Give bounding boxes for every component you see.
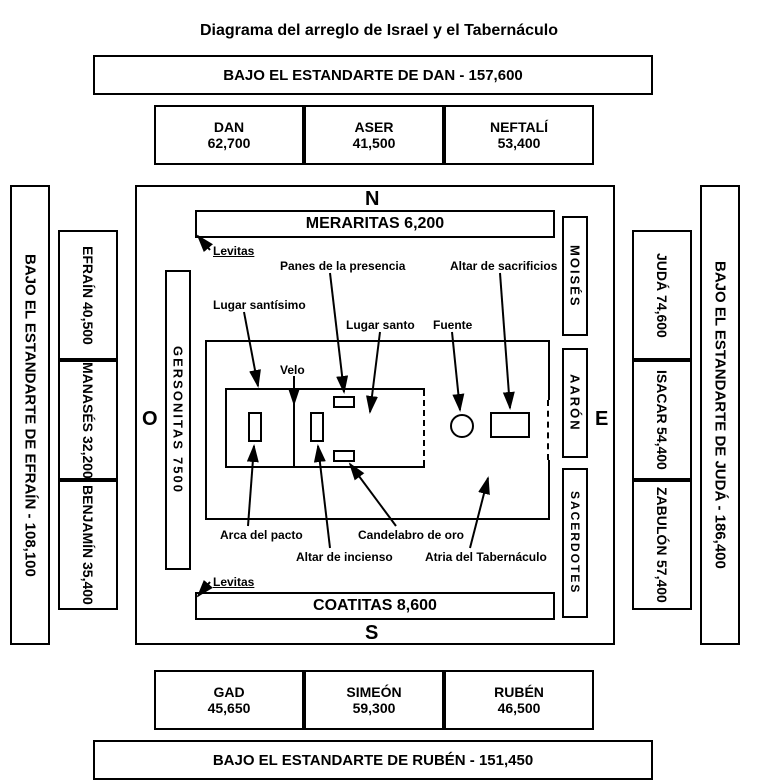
- arrows-layer: [0, 0, 758, 782]
